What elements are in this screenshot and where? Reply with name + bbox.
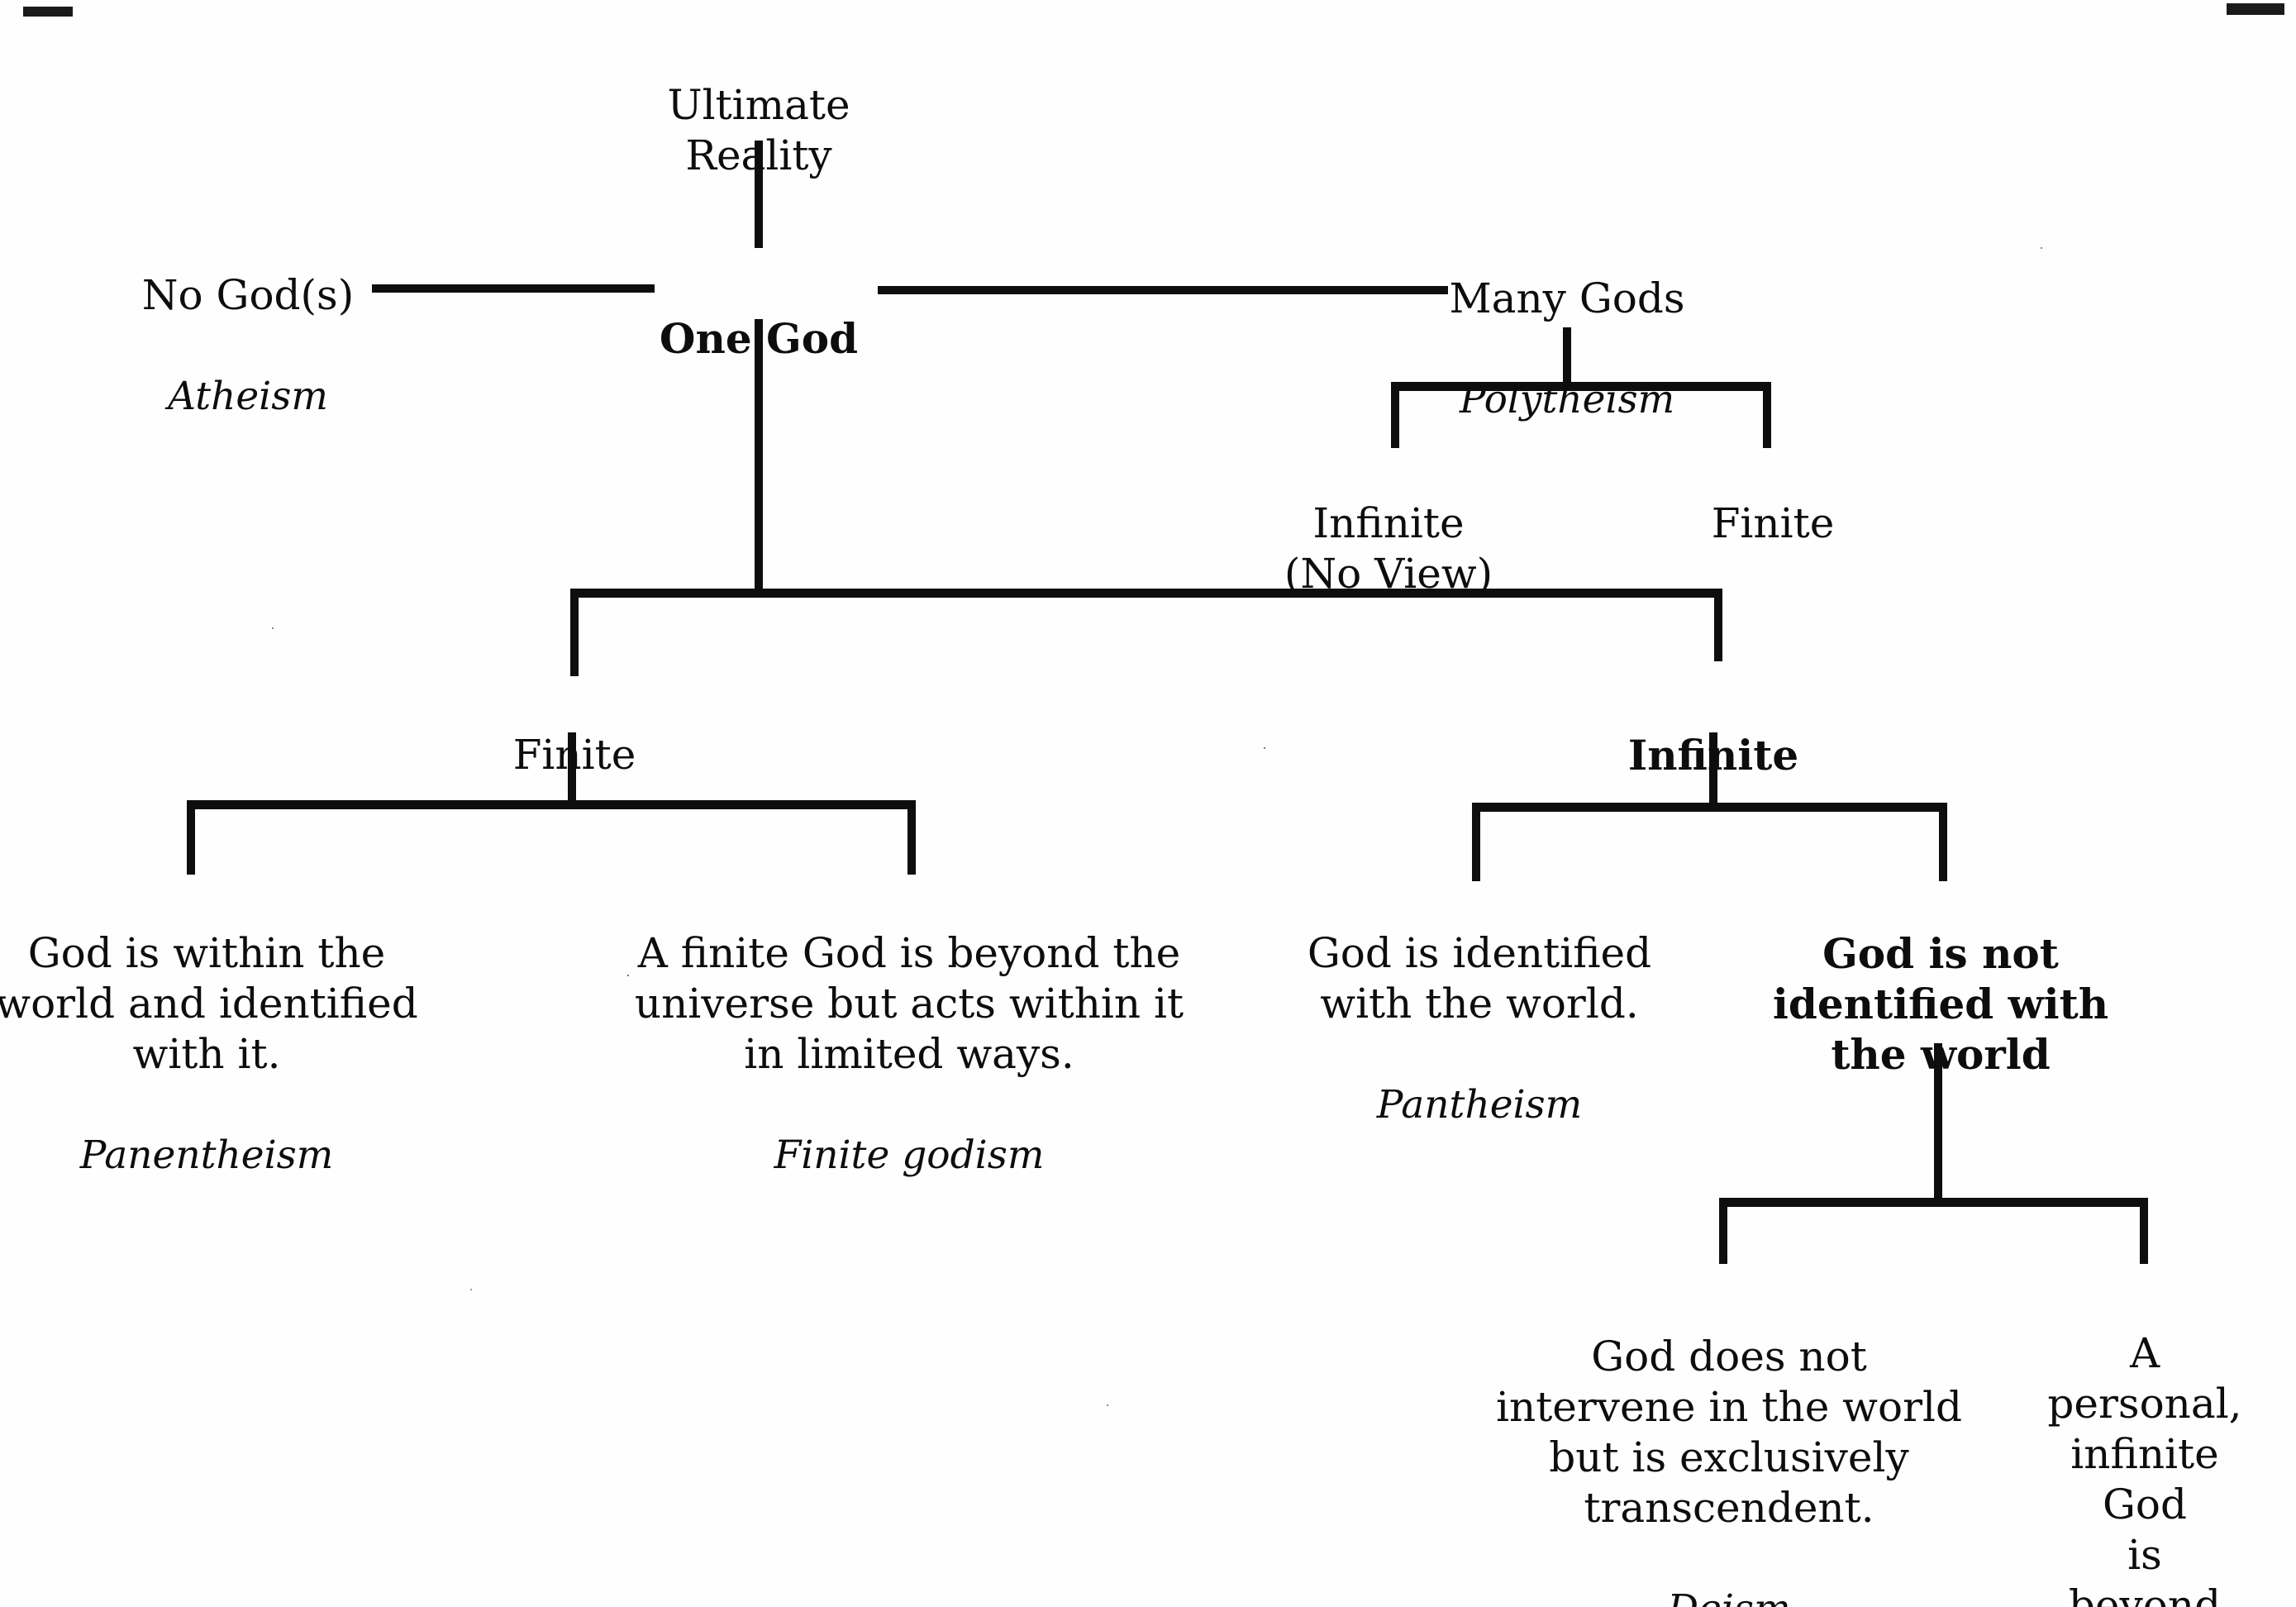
node-theism-description: A personal, infinite God is beyond the u…: [2047, 1329, 2242, 1607]
bracket-onegod-tick-right: [1714, 589, 1722, 661]
node-no-gods-atheism: No God(s) Atheism: [142, 220, 354, 472]
bracket-finite-tick-left: [187, 800, 195, 875]
connector-manygods-down: [1563, 327, 1571, 387]
node-pantheism-sublabel: Pantheism: [1376, 1082, 1583, 1128]
connector-infinite-down: [1709, 732, 1717, 807]
node-pantheism-description: God is identified with the world.: [1307, 929, 1652, 1028]
bracket-infinite-bar: [1472, 803, 1947, 812]
node-one-god-infinite: Infinite: [1628, 680, 1798, 831]
bracket-theism-deism-tick-left: [1719, 1198, 1727, 1264]
node-many-gods-polytheism: Many Gods Polytheism: [1449, 223, 1684, 475]
node-deism: God does not intervene in the world but …: [1496, 1281, 1962, 1607]
bracket-onegod-bar: [570, 589, 1722, 598]
bracket-polytheism-tick-right: [1763, 382, 1771, 448]
connector-onegod-to-manygods: [878, 286, 1448, 294]
node-ultimate-reality-label: Ultimate Reality: [667, 81, 850, 179]
node-one-god-finite: Finite: [513, 680, 636, 831]
node-many-gods-label: Many Gods: [1449, 274, 1685, 322]
bracket-theism-deism-tick-right: [2140, 1198, 2148, 1264]
bracket-infinite-tick-right: [1939, 803, 1947, 881]
node-one-infinite-label: Infinite: [1627, 731, 1799, 780]
node-deism-sublabel: Deism: [1496, 1584, 1962, 1607]
bracket-theism-deism-bar: [1719, 1198, 2148, 1207]
connector-godnotidentified-down: [1934, 1043, 1942, 1204]
node-panentheism-description: God is within the world and identified w…: [0, 929, 418, 1078]
connector-onegod-down: [755, 319, 763, 592]
connector-root-to-onegod: [755, 141, 763, 248]
node-finite-godism-sublabel: Finite godism: [774, 1133, 1045, 1178]
node-one-finite-label: Finite: [512, 731, 636, 779]
node-ultimate-reality: Ultimate Reality: [667, 30, 850, 231]
node-one-god: One God: [660, 263, 858, 414]
node-deism-description: God does not intervene in the world but …: [1496, 1333, 1962, 1532]
node-pantheism: God is identified with the world. Panthe…: [1308, 878, 1651, 1180]
node-finite-godism-description: A finite God is beyond the universe but …: [634, 929, 1184, 1078]
node-atheism-sublabel: Atheism: [168, 374, 328, 419]
scan-artifact: [23, 7, 73, 17]
node-polytheism-infinite-no-view: Infinite (No View): [1284, 448, 1493, 650]
node-polytheism-sublabel: Polytheism: [1459, 377, 1675, 422]
node-poly-finite-label: Finite: [1711, 499, 1835, 547]
connector-onegod-to-nogods: [372, 284, 655, 293]
bracket-finite-bar: [187, 800, 916, 809]
node-theism: A personal, infinite God is beyond the u…: [2047, 1278, 2241, 1607]
node-panentheism-sublabel: Panentheism: [79, 1133, 334, 1178]
bracket-polytheism-tick-left: [1391, 382, 1399, 448]
node-poly-infinite-label: Infinite (No View): [1284, 499, 1493, 598]
scan-artifact: [2227, 3, 2284, 15]
node-no-gods-label: No God(s): [141, 271, 355, 319]
bracket-polytheism-bar: [1391, 382, 1771, 391]
node-god-not-identified: God is not identified with the world: [1773, 878, 2108, 1130]
bracket-finite-tick-right: [907, 800, 916, 875]
node-god-not-identified-label: God is not identified with the world: [1772, 929, 2109, 1079]
node-polytheism-finite: Finite: [1712, 448, 1835, 599]
node-one-god-label: One God: [659, 314, 859, 363]
connector-finite-down: [568, 732, 576, 807]
node-panentheism: God is within the world and identified w…: [0, 878, 418, 1231]
bracket-onegod-tick-left: [570, 589, 579, 676]
bracket-infinite-tick-left: [1472, 803, 1480, 881]
node-finite-godism: A finite God is beyond the universe but …: [635, 878, 1184, 1231]
